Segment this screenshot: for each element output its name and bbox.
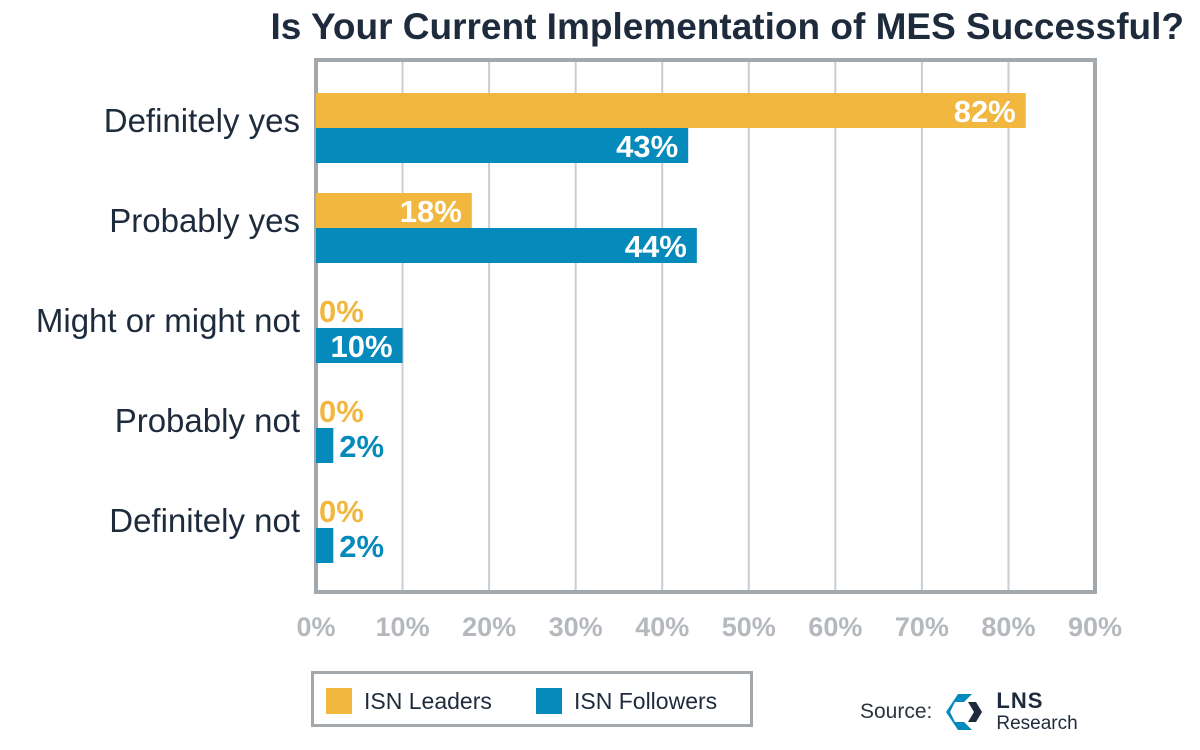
x-tick-label: 40% bbox=[635, 612, 689, 642]
x-tick-label: 80% bbox=[981, 612, 1035, 642]
plot-frame bbox=[314, 58, 1097, 594]
x-tick-label: 90% bbox=[1068, 612, 1122, 642]
bar-leaders bbox=[316, 93, 1026, 128]
legend-item-leaders: ISN Leaders bbox=[326, 688, 492, 714]
data-label-leaders: 0% bbox=[319, 294, 364, 329]
data-label-leaders: 0% bbox=[319, 394, 364, 429]
category-label: Definitely not bbox=[109, 502, 300, 539]
x-tick-label: 30% bbox=[549, 612, 603, 642]
data-label-followers: 2% bbox=[339, 429, 384, 464]
data-label-leaders: 82% bbox=[954, 94, 1016, 129]
data-label-followers: 43% bbox=[616, 129, 678, 164]
data-label-leaders: 18% bbox=[400, 194, 462, 229]
legend-item-followers: ISN Followers bbox=[536, 688, 717, 714]
x-tick-label: 20% bbox=[462, 612, 516, 642]
data-label-leaders: 0% bbox=[319, 494, 364, 529]
source-credit: Source: LNS Research bbox=[860, 688, 1078, 734]
x-tick-label: 70% bbox=[895, 612, 949, 642]
x-tick-label: 0% bbox=[296, 612, 335, 642]
category-label: Probably yes bbox=[109, 202, 300, 239]
data-label-followers: 2% bbox=[339, 529, 384, 564]
legend-swatch-leaders bbox=[326, 688, 352, 714]
bar-chart: 0% 10% 20% 30% 40% 50% 60% 70% 80% 90%Definitely … bbox=[36, 58, 1122, 642]
legend-swatch-followers bbox=[536, 688, 562, 714]
chart-title: Is Your Current Implementation of MES Su… bbox=[270, 6, 1184, 47]
bar-followers bbox=[316, 528, 334, 563]
logo-sub: Research bbox=[996, 713, 1078, 734]
bar-followers bbox=[316, 428, 334, 463]
data-label-followers: 44% bbox=[625, 229, 687, 264]
bar-followers bbox=[316, 228, 697, 263]
x-tick-label: 10% bbox=[376, 612, 430, 642]
bar-leaders bbox=[316, 193, 472, 228]
legend-label-leaders: ISN Leaders bbox=[364, 687, 492, 714]
legend: ISN Leaders ISN Followers bbox=[311, 671, 753, 727]
lns-research-logo: LNS Research bbox=[944, 688, 1078, 734]
legend-label-followers: ISN Followers bbox=[574, 687, 718, 714]
x-tick-label: 60% bbox=[808, 612, 862, 642]
category-label: Might or might not bbox=[36, 302, 300, 339]
logo-name: LNS bbox=[996, 688, 1044, 713]
bar-followers bbox=[316, 328, 403, 363]
source-label: Source: bbox=[860, 699, 933, 723]
data-label-followers: 10% bbox=[331, 329, 393, 364]
lns-logo-icon bbox=[946, 693, 983, 730]
bar-followers bbox=[316, 128, 689, 163]
category-label: Definitely yes bbox=[104, 102, 300, 139]
category-label: Probably not bbox=[115, 402, 300, 439]
x-tick-label: 50% bbox=[722, 612, 776, 642]
